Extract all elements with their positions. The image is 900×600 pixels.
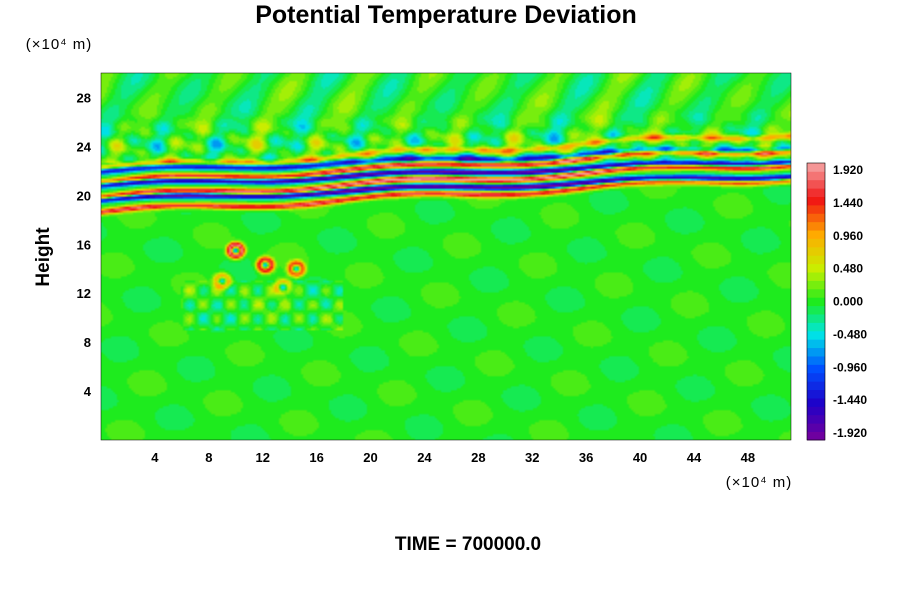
- colorbar-swatch: [807, 246, 825, 256]
- x-axis-unit: (×10⁴ m): [726, 474, 793, 491]
- colorbar-swatch: [807, 196, 825, 206]
- colorbar-swatch: [807, 372, 825, 382]
- colorbar-swatch: [807, 238, 825, 248]
- y-axis-ticks: 4 8 12 16 20 24 28: [77, 90, 92, 399]
- colorbar-tick-label: 0.000: [833, 295, 863, 309]
- colorbar: [806, 162, 826, 441]
- plot-frame: [100, 72, 792, 441]
- y-tick-label: 12: [77, 286, 91, 301]
- x-axis-ticks: 4 8 12 16 20 24 28 32 36 40 44 48: [151, 450, 755, 465]
- x-tick-label: 28: [471, 450, 485, 465]
- colorbar-swatch: [807, 221, 825, 231]
- colorbar-tick-label: 0.960: [833, 229, 863, 243]
- x-tick-label: 44: [687, 450, 702, 465]
- x-tick-label: 24: [417, 450, 432, 465]
- colorbar-swatch: [807, 322, 825, 332]
- colorbar-swatch: [807, 288, 825, 298]
- colorbar-swatch: [807, 280, 825, 290]
- colorbar-swatch: [807, 230, 825, 239]
- x-tick-label: 40: [633, 450, 647, 465]
- colorbar-tick-labels: 1.920 1.440 0.960 0.480 0.000 -0.480 -0.960 -1.…: [833, 163, 867, 440]
- time-label: TIME = 700000.0: [395, 534, 541, 555]
- x-tick-label: 36: [579, 450, 593, 465]
- colorbar-tick-label: -0.480: [833, 327, 867, 341]
- colorbar-swatch: [807, 356, 825, 365]
- colorbar-tick-label: -1.440: [833, 393, 867, 407]
- colorbar-swatch: [807, 406, 825, 416]
- colorbar-swatch: [807, 414, 825, 424]
- colorbar-swatch: [807, 204, 825, 214]
- x-tick-label: 32: [525, 450, 539, 465]
- colorbar-swatch: [807, 314, 825, 323]
- colorbar-swatch: [807, 364, 825, 374]
- colorbar-swatch: [807, 213, 825, 223]
- x-tick-label: 12: [255, 450, 269, 465]
- y-tick-label: 16: [77, 237, 91, 252]
- colorbar-tick-label: -1.920: [833, 426, 867, 440]
- x-tick-label: 8: [205, 450, 212, 465]
- colorbar-swatch: [807, 188, 825, 197]
- colorbar-swatch: [807, 339, 825, 349]
- colorbar-swatch: [807, 171, 825, 181]
- y-tick-label: 4: [84, 384, 92, 399]
- colorbar-swatch: [807, 255, 825, 265]
- colorbar-tick-label: -0.960: [833, 360, 867, 374]
- y-tick-label: 24: [77, 139, 92, 154]
- colorbar-swatch: [807, 272, 825, 281]
- y-tick-label: 8: [84, 335, 91, 350]
- y-axis-label: Height: [33, 227, 54, 287]
- y-tick-label: 20: [77, 188, 91, 203]
- plot-area: [100, 72, 792, 441]
- colorbar-tick-label: 1.440: [833, 196, 863, 210]
- colorbar-swatch: [807, 330, 825, 340]
- colorbar-swatch: [807, 381, 825, 391]
- y-axis-unit: (×10⁴ m): [26, 36, 93, 53]
- y-tick-label: 28: [77, 90, 91, 105]
- colorbar-swatch: [807, 389, 825, 399]
- colorbar-tick-label: 0.480: [833, 262, 863, 276]
- x-tick-label: 48: [741, 450, 755, 465]
- chart-title: Potential Temperature Deviation: [255, 1, 637, 29]
- x-tick-label: 4: [151, 450, 159, 465]
- colorbar-tick-label: 1.920: [833, 163, 863, 177]
- colorbar-swatch: [807, 163, 825, 172]
- colorbar-swatch: [807, 431, 825, 441]
- heatmap-field: [101, 73, 791, 440]
- colorbar-frame: [806, 162, 826, 441]
- x-tick-label: 16: [309, 450, 323, 465]
- colorbar-swatch: [807, 347, 825, 357]
- colorbar-swatch: [807, 263, 825, 273]
- colorbar-swatch: [807, 423, 825, 432]
- x-tick-label: 20: [363, 450, 377, 465]
- colorbar-swatch: [807, 179, 825, 189]
- colorbar-swatch: [807, 297, 825, 307]
- colorbar-swatch: [807, 398, 825, 407]
- colorbar-swatch: [807, 305, 825, 315]
